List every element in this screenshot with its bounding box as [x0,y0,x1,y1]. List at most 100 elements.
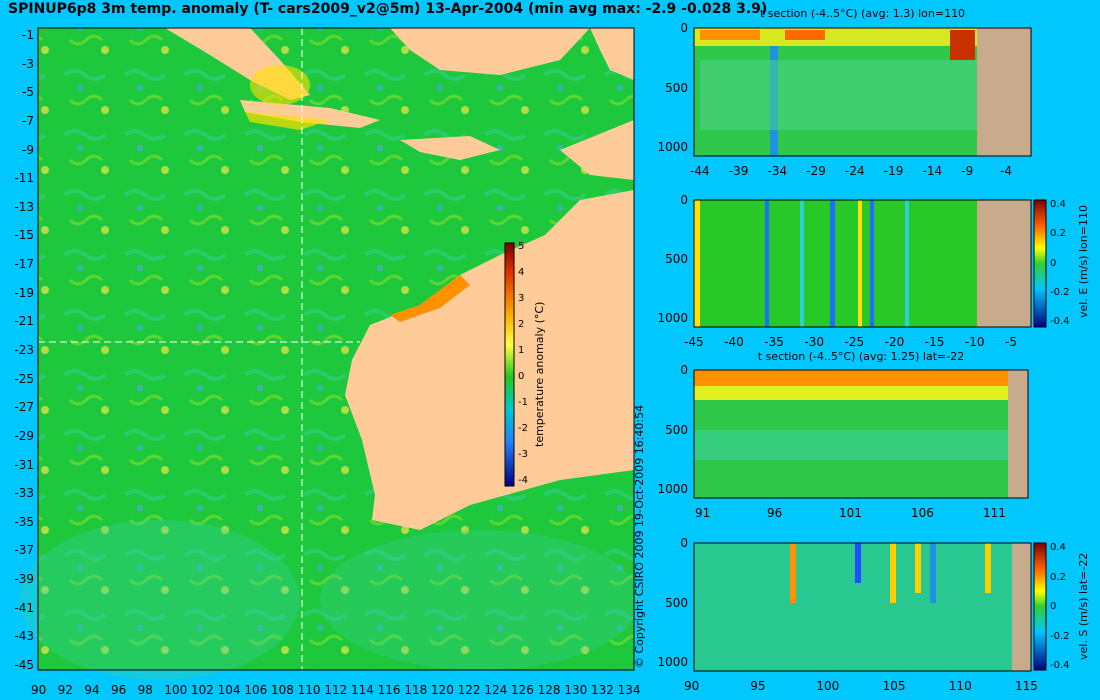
vel-colorbar-tick: 0 [1050,601,1057,612]
panel-x-tick: -29 [806,164,826,178]
panel-x-tick: 91 [695,506,711,520]
panel-depth-tick: 500 [665,422,688,437]
vel-colorbar-tick: 0 [1050,257,1057,269]
new-guinea-land [560,120,634,180]
australia-land [345,190,634,530]
temp-colorbar [504,242,515,487]
panel-depth-tick: 1000 [657,140,688,155]
temp-colorbar-tick: -3 [518,449,528,460]
vel-colorbar-tick: 0.2 [1050,571,1066,583]
sulawesi-land [590,28,634,80]
lon-tick-label: 110 [297,683,321,697]
lat-tick-label: -5 [22,85,34,100]
temp-colorbar-tick: 5 [518,241,525,252]
temp-colorbar-tick: 3 [518,293,525,304]
figure-title: SPINUP6p8 3m temp. anomaly (T- cars2009_… [8,1,768,17]
temp-colorbar-tick: -1 [518,397,528,408]
panel-x-tick: -30 [804,335,824,349]
temp-colorbar-tick: 1 [518,345,525,356]
panel-vel-e-plot [693,199,1047,328]
lat-tick-label: -21 [14,314,34,329]
temp-colorbar-tick: 0 [518,371,525,382]
lat-tick-label: -25 [14,371,34,386]
vel-colorbar-tick: -0.2 [1050,630,1070,642]
panel-x-tick: 100 [816,679,840,693]
panel-x-tick: -10 [964,335,985,349]
panel-depth-tick: 500 [665,80,688,95]
borneo-land [390,28,590,75]
vel-colorbar-tick: 0.4 [1050,199,1066,210]
panel-depth-tick: 1000 [657,655,688,670]
temp-colorbar-tick: -4 [518,475,528,486]
panel-x-tick: -19 [883,164,904,178]
lon-tick-label: 100 [164,683,188,697]
lat-tick-label: -37 [14,543,34,558]
lon-tick-label: 122 [457,683,481,697]
lon-tick-label: 126 [511,683,534,697]
panel-x-tick: -4 [1000,164,1012,178]
panel-t-lat-plot [693,369,1029,499]
panel-depth-tick: 500 [665,252,688,267]
panel-x-tick: -9 [961,164,974,178]
vel-s-colorbar-label: vel. S (m/s) lat=-22 [1077,552,1090,660]
lat-tick-label: -9 [22,142,34,157]
lat-tick-label: -35 [14,514,34,529]
lon-tick-label: 98 [137,683,153,697]
panel-depth-tick: 0 [680,536,688,550]
lon-tick-label: 116 [377,683,401,697]
lat-tick-label: -1 [22,28,34,42]
temp-colorbar-tick: 4 [518,267,525,278]
temp-colorbar-tick: -2 [518,423,528,434]
lon-tick-label: 118 [404,683,428,697]
panel-x-tick: -15 [924,335,945,349]
vel-colorbar-tick: -0.2 [1050,286,1070,298]
panel-depth-tick: 500 [665,595,688,610]
panel-x-tick: -39 [728,164,749,178]
lat-tick-label: -19 [14,285,34,300]
panel-x-tick: -35 [764,335,784,349]
panel-depth-tick: 0 [680,193,688,207]
java-land [240,100,380,128]
lon-tick-label: 130 [564,683,588,697]
lon-tick-label: 108 [271,683,294,697]
panel-x-tick: 95 [750,679,766,693]
panel-vel-s-plot [693,542,1047,672]
panel-x-tick: -24 [845,164,865,178]
lat-tick-label: -27 [14,400,34,415]
panel-depth-tick: 1000 [657,482,688,497]
panel-x-tick: -34 [767,164,788,178]
lat-tick-label: -11 [14,171,34,186]
lat-tick-label: -15 [14,228,34,243]
timor-land [400,136,500,160]
lat-tick-label: -3 [22,56,34,71]
panel-t-lat-title: t section (-4..5°C) (avg: 1.25) lat=-22 [757,350,965,363]
vel-colorbar-tick: 0.2 [1050,228,1066,240]
lon-tick-label: 94 [84,683,100,697]
panel-x-tick: -5 [1005,335,1017,349]
lat-tick-label: -29 [14,428,34,443]
vel-colorbar-tick: 0.4 [1050,542,1066,553]
panel-x-tick: -14 [922,164,943,178]
panel-x-tick: 105 [882,679,906,693]
lon-tick-label: 96 [111,683,127,697]
vel-colorbar-tick: -0.4 [1050,660,1070,671]
lat-tick-label: -39 [14,572,34,587]
panel-t-lon-plot [693,27,1032,157]
temp-colorbar-tick: 2 [518,319,525,330]
lat-tick-label: -17 [14,257,34,272]
lon-tick-label: 102 [191,683,214,697]
vel-s-colorbar [1033,542,1047,671]
lat-tick-label: -31 [14,457,34,472]
panel-x-tick: -40 [724,335,744,349]
copyright-text: © Copyright CSIRO 2009 19-Oct-2009 16:40… [633,404,646,668]
panel-x-tick: 110 [948,679,972,693]
lon-tick-label: 112 [324,683,348,697]
vel-colorbar-tick: -0.4 [1050,316,1070,327]
lat-tick-label: -7 [22,113,34,128]
lon-tick-label: 92 [57,683,73,697]
panel-x-tick: 96 [767,506,783,520]
panel-x-tick: 115 [1015,679,1038,693]
lon-tick-label: 134 [617,683,641,697]
